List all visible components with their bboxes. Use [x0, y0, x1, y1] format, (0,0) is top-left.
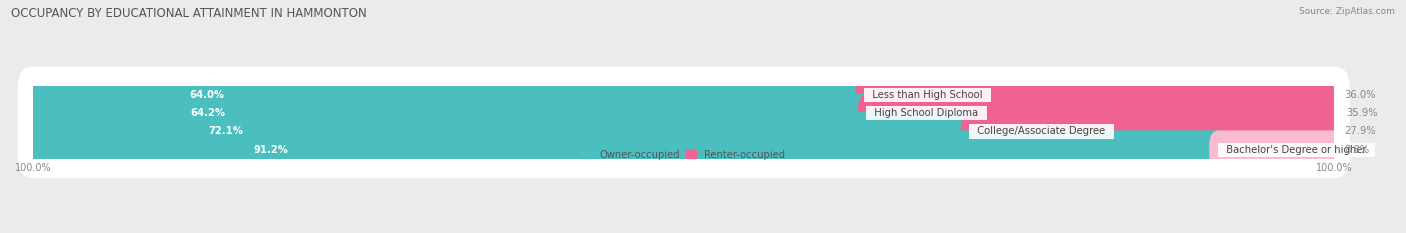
Text: High School Diploma: High School Diploma [869, 108, 984, 118]
FancyBboxPatch shape [18, 103, 1350, 160]
FancyBboxPatch shape [22, 76, 876, 114]
Text: 64.2%: 64.2% [190, 108, 225, 118]
Text: College/Associate Degree: College/Associate Degree [972, 127, 1112, 137]
Text: 27.9%: 27.9% [1344, 127, 1376, 137]
Text: Source: ZipAtlas.com: Source: ZipAtlas.com [1299, 7, 1395, 16]
Text: Less than High School: Less than High School [866, 90, 988, 100]
FancyBboxPatch shape [18, 85, 1350, 142]
FancyBboxPatch shape [1209, 130, 1344, 169]
Legend: Owner-occupied, Renter-occupied: Owner-occupied, Renter-occupied [582, 150, 786, 160]
FancyBboxPatch shape [22, 130, 1230, 169]
FancyBboxPatch shape [22, 94, 879, 133]
FancyBboxPatch shape [18, 121, 1350, 178]
Text: OCCUPANCY BY EDUCATIONAL ATTAINMENT IN HAMMONTON: OCCUPANCY BY EDUCATIONAL ATTAINMENT IN H… [11, 7, 367, 20]
Text: 35.9%: 35.9% [1346, 108, 1378, 118]
Text: 64.0%: 64.0% [190, 90, 225, 100]
Text: 36.0%: 36.0% [1344, 90, 1376, 100]
FancyBboxPatch shape [855, 76, 1344, 114]
FancyBboxPatch shape [960, 112, 1344, 151]
Text: 72.1%: 72.1% [208, 127, 243, 137]
FancyBboxPatch shape [22, 112, 981, 151]
Text: 8.8%: 8.8% [1344, 145, 1369, 155]
FancyBboxPatch shape [18, 66, 1350, 123]
FancyBboxPatch shape [858, 94, 1346, 133]
Text: Bachelor's Degree or higher: Bachelor's Degree or higher [1219, 145, 1372, 155]
Text: 91.2%: 91.2% [253, 145, 288, 155]
